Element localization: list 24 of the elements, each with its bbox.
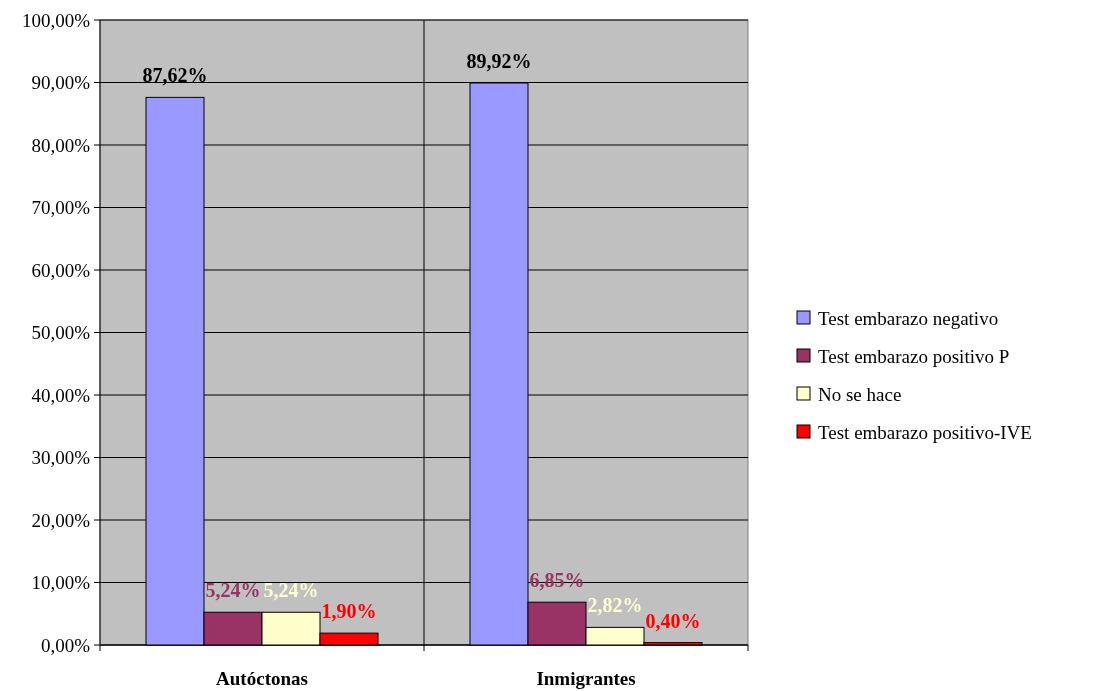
y-tick-label: 60,00%	[31, 259, 91, 281]
y-tick-label: 70,00%	[31, 197, 91, 219]
y-tick-label: 100,00%	[21, 9, 91, 31]
y-tick-label: 20,00%	[31, 509, 91, 531]
legend-label: Test embarazo negativo	[818, 307, 999, 329]
y-tick-label: 10,00%	[31, 572, 91, 594]
data-label: 87,62%	[142, 64, 208, 87]
data-label: 1,90%	[321, 600, 377, 623]
data-label: 0,40%	[645, 609, 701, 632]
y-tick-label: 40,00%	[31, 384, 91, 406]
y-tick-label: 90,00%	[31, 72, 91, 94]
data-label: 89,92%	[466, 50, 532, 72]
y-tick-label: 30,00%	[31, 447, 91, 469]
y-tick-label: 50,00%	[31, 322, 91, 344]
data-label: 5,24%	[205, 579, 261, 602]
legend-label: Test embarazo positivo P	[818, 345, 1010, 367]
legend-label: No se hace	[818, 383, 902, 405]
data-label: 2,82%	[587, 594, 643, 617]
legend-label: Test embarazo positivo-IVE	[818, 421, 1032, 443]
data-label: 5,24%	[263, 579, 319, 602]
y-tick-label: 80,00%	[31, 134, 91, 156]
x-tick-label: Inmigrantes	[536, 668, 636, 689]
x-tick-label: Autóctonas	[216, 668, 308, 689]
y-tick-label: 0,00%	[40, 634, 91, 656]
